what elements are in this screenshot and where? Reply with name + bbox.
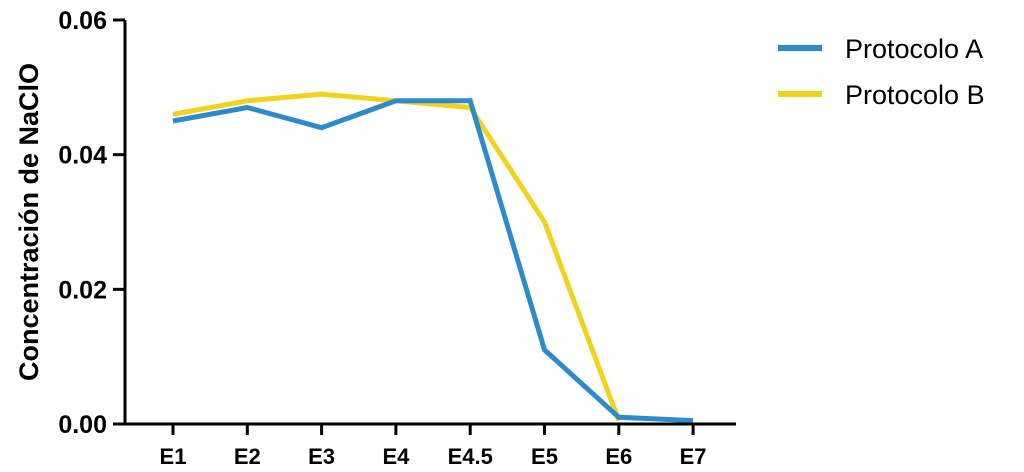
x-tick-label: E4.5 <box>448 444 493 469</box>
y-tick-label: 0.02 <box>58 276 107 304</box>
legend-label: Protocolo B <box>845 80 985 110</box>
legend-label: Protocolo A <box>845 34 983 64</box>
y-ticks: 0.00 0.02 0.04 0.06 <box>58 7 125 439</box>
x-tick-label: E7 <box>680 444 707 469</box>
series-line-protocolo-a <box>172 98 694 424</box>
x-tick-label: E6 <box>605 444 632 469</box>
x-ticks: E1 E2 E3 E4 E4.5 E5 E6 E7 <box>160 424 707 469</box>
x-tick-label: E3 <box>308 444 335 469</box>
x-tick-label: E5 <box>531 444 558 469</box>
y-axis-label: Concentración de NaClO <box>14 63 44 381</box>
series-line-protocolo-b <box>172 91 622 422</box>
x-tick-label: E1 <box>160 444 187 469</box>
legend: Protocolo A Protocolo B <box>778 34 985 110</box>
axes-layer <box>123 20 736 426</box>
x-tick-label: E4 <box>382 444 410 469</box>
y-tick-label: 0.04 <box>58 142 107 170</box>
y-tick-label: 0.06 <box>58 7 107 35</box>
y-tick-label: 0.00 <box>58 411 107 439</box>
series-layer <box>172 91 694 424</box>
x-tick-label: E2 <box>234 444 261 469</box>
